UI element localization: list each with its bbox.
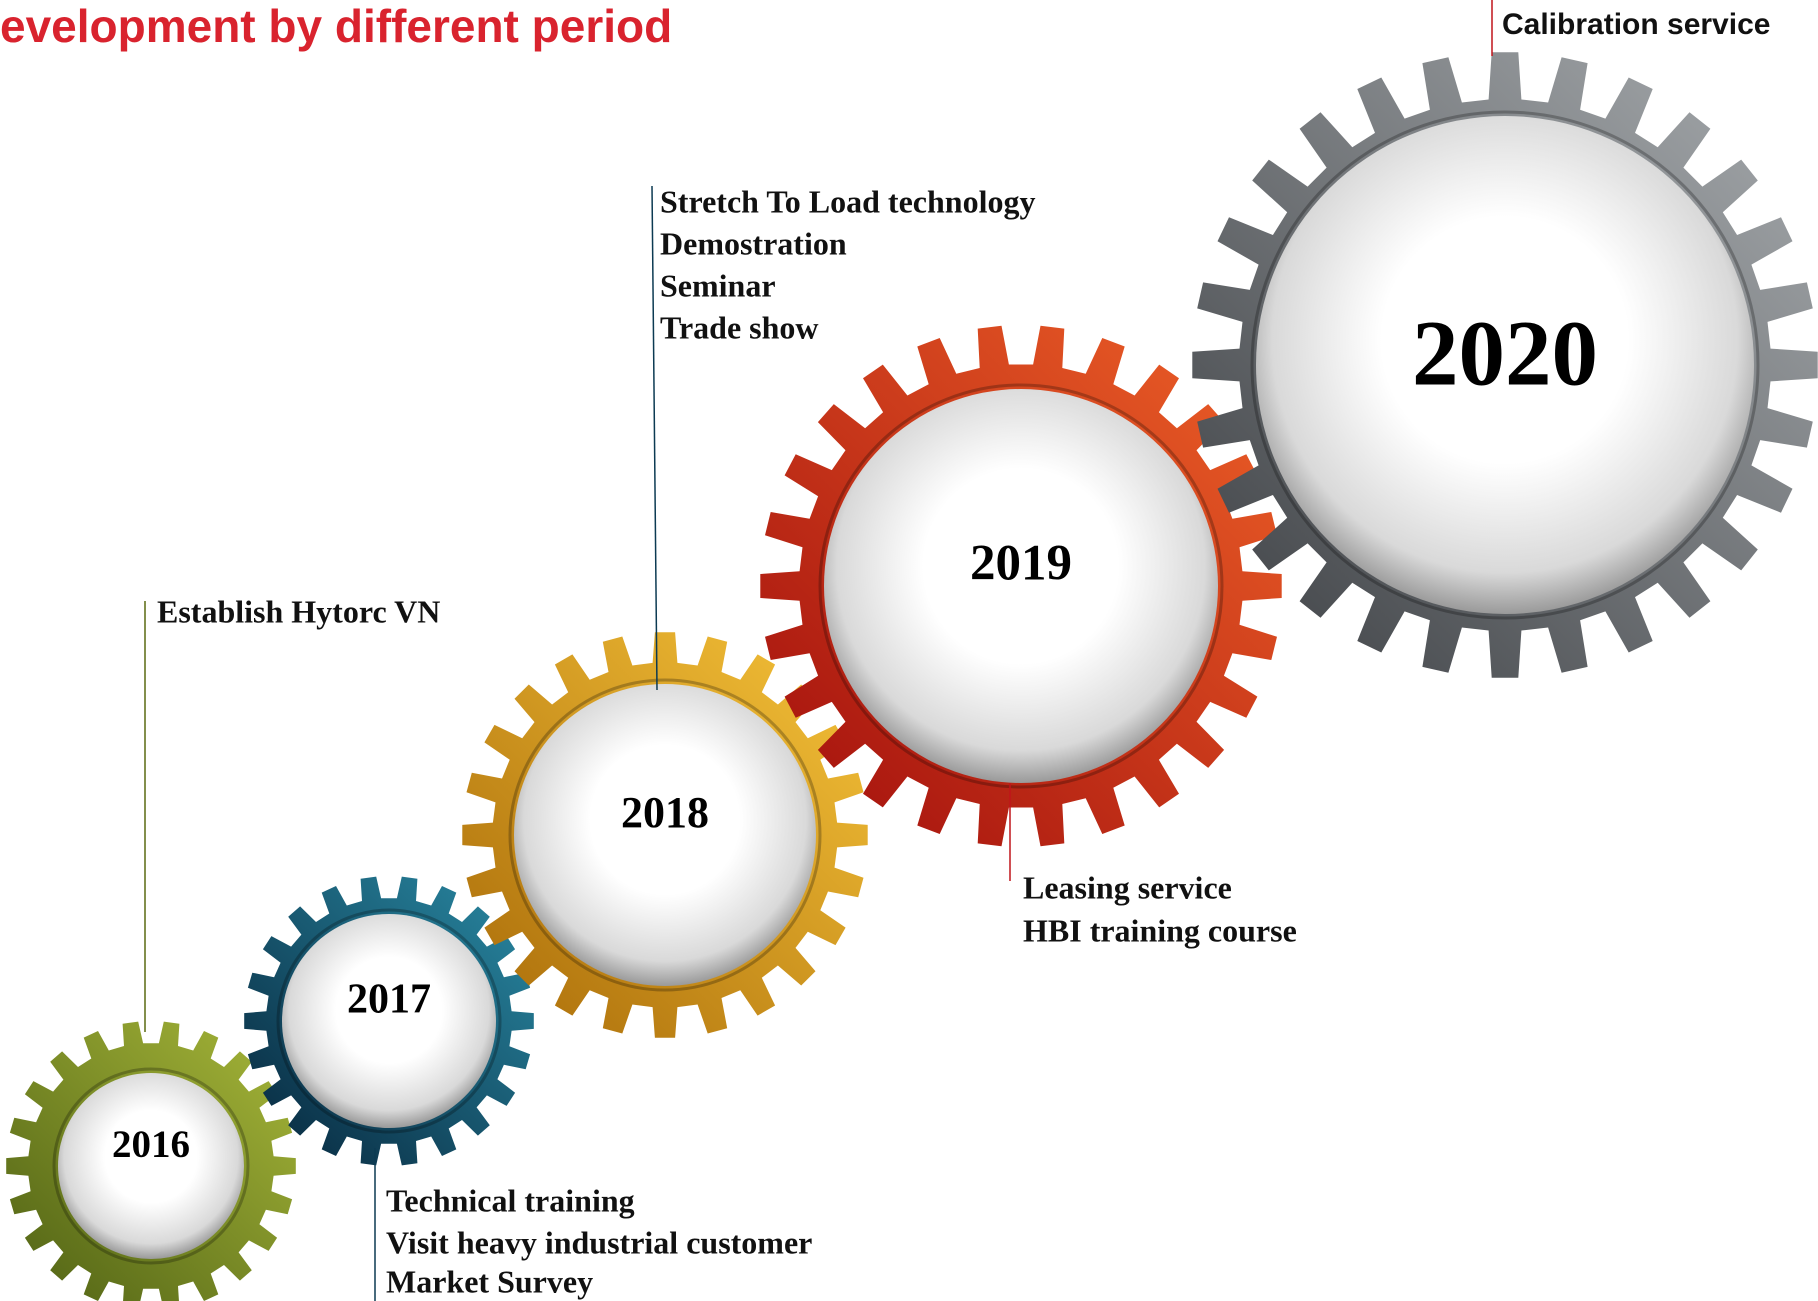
gear-item: Stretch To Load technology <box>660 183 1035 219</box>
gear-year: 2018 <box>621 788 709 837</box>
gear-face <box>58 1073 244 1259</box>
title: evelopment by different period <box>0 0 672 52</box>
gear-face <box>282 914 496 1128</box>
gear-rim <box>1250 110 1760 620</box>
gear-face <box>514 684 816 986</box>
gear-item: Calibration service <box>1502 8 1770 41</box>
gear-rim <box>818 383 1224 789</box>
gear-item: Market Survey <box>386 1263 593 1299</box>
gear-rim <box>52 1067 250 1265</box>
gear-year: 2016 <box>112 1123 190 1166</box>
gear-item: Trade show <box>660 309 819 345</box>
gear-year: 2019 <box>970 536 1072 592</box>
gear-year: 2017 <box>347 977 431 1023</box>
gear-rim <box>508 678 822 992</box>
gear-item: Leasing service <box>1023 869 1232 905</box>
gear-item: Demostration <box>660 225 847 261</box>
gear-item: Visit heavy industrial customer <box>386 1224 812 1260</box>
leader-line <box>651 185 658 691</box>
gear-face <box>1256 116 1754 614</box>
labels: Establish Hytorc VN Technical training Vis… <box>144 0 1770 1301</box>
gear-face <box>824 389 1218 783</box>
gear-item: Establish Hytorc VN <box>157 593 440 629</box>
gear-year: 2020 <box>1412 302 1598 405</box>
gear-item: Seminar <box>660 267 776 303</box>
gear-item: HBI training course <box>1023 912 1297 948</box>
gears: 2016 2017 2018 2019 2020 <box>6 52 1818 1301</box>
gear-item: Technical training <box>386 1182 635 1218</box>
gear-rim <box>276 908 502 1134</box>
